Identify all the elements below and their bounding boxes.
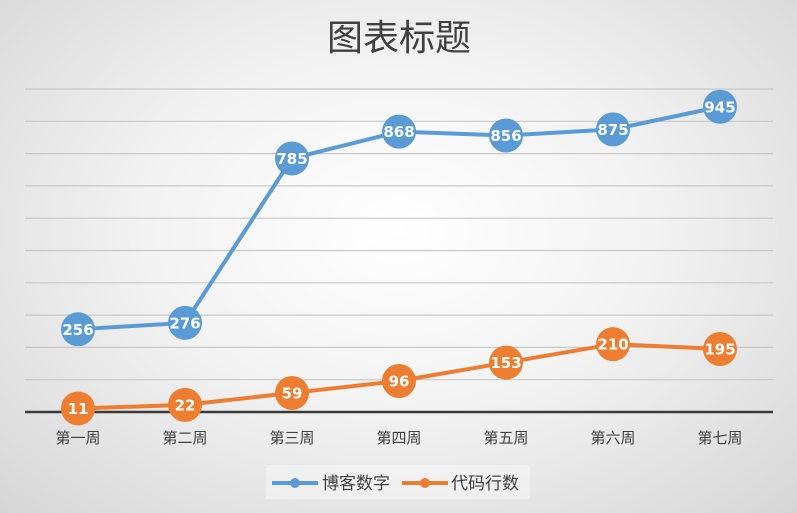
series-group: 256 276 785 868 856 875 945 11 22 59 96 153 210 195 xyxy=(61,89,737,426)
x-tick-label: 第六周 xyxy=(590,429,635,447)
x-tick-label: 第七周 xyxy=(697,429,742,447)
x-tick-label: 第一周 xyxy=(55,429,100,447)
data-label: 785 xyxy=(276,150,307,168)
data-point xyxy=(703,332,737,367)
data-label: 875 xyxy=(597,121,628,139)
data-label: 22 xyxy=(175,396,196,414)
data-label: 11 xyxy=(68,400,89,418)
data-point xyxy=(168,305,202,340)
legend-box: 博客数字 代码行数 xyxy=(266,465,530,499)
legend-dot-blog xyxy=(290,478,300,488)
data-label: 195 xyxy=(704,341,735,359)
legend-label-code: 代码行数 xyxy=(451,474,519,494)
data-label: 276 xyxy=(169,314,200,332)
x-tick-label: 第四周 xyxy=(376,429,421,447)
data-point xyxy=(382,363,416,398)
data-point xyxy=(61,391,95,426)
data-point xyxy=(596,112,630,147)
chart-title: 图表标题 xyxy=(327,18,471,59)
data-label: 96 xyxy=(389,372,410,390)
data-point xyxy=(489,345,523,380)
data-point xyxy=(596,327,630,362)
x-tick-label: 第二周 xyxy=(162,429,207,447)
data-point xyxy=(489,118,523,153)
data-point xyxy=(275,375,309,410)
data-point xyxy=(275,141,309,176)
x-tick-label: 第五周 xyxy=(483,429,528,447)
data-point xyxy=(61,312,95,347)
data-label: 945 xyxy=(704,98,735,116)
data-point xyxy=(382,114,416,149)
data-label: 256 xyxy=(62,321,93,339)
data-point xyxy=(168,387,202,422)
data-point xyxy=(703,89,737,124)
x-tick-label: 第三周 xyxy=(269,429,314,447)
data-label: 153 xyxy=(490,354,521,372)
data-label: 868 xyxy=(383,123,414,141)
legend-label-blog: 博客数字 xyxy=(322,474,390,494)
x-axis-ticks: 第一周 第二周 第三周 第四周 第五周 第六周 第七周 xyxy=(55,429,742,447)
legend-dot-code xyxy=(420,478,430,488)
data-label: 856 xyxy=(490,127,521,145)
data-label: 59 xyxy=(282,384,303,402)
data-label: 210 xyxy=(597,336,628,354)
